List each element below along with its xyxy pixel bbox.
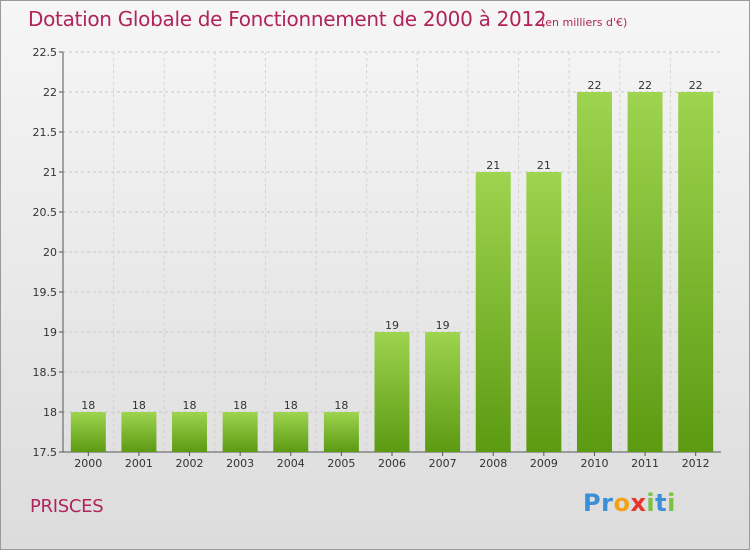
value-label: 19	[436, 319, 450, 332]
bar-2010	[576, 92, 612, 452]
bar-2002	[172, 412, 208, 452]
x-tick-label: 2002	[176, 457, 204, 470]
y-tick-label: 18.5	[33, 366, 58, 379]
x-tick-label: 2006	[378, 457, 406, 470]
value-label: 22	[587, 79, 601, 92]
y-tick-label: 21.5	[33, 126, 58, 139]
x-tick-label: 2011	[631, 457, 659, 470]
bar-2008	[475, 172, 511, 452]
logo-letter: i	[646, 489, 656, 517]
value-label: 22	[638, 79, 652, 92]
x-tick-label: 2007	[429, 457, 457, 470]
x-tick-label: 2012	[682, 457, 710, 470]
value-label: 22	[689, 79, 703, 92]
y-tick-label: 19	[43, 326, 57, 339]
bar-2012	[678, 92, 714, 452]
bar-2003	[222, 412, 258, 452]
chart-title: Dotation Globale de Fonctionnement de 20…	[28, 7, 547, 31]
chart-subtitle: (en milliers d'€)	[541, 16, 628, 29]
logo-letter: i	[667, 489, 676, 517]
y-tick-label: 22.5	[33, 46, 58, 59]
bars	[70, 92, 714, 452]
y-tick-label: 17.5	[33, 446, 58, 459]
value-label: 18	[284, 399, 298, 412]
y-tick-label: 22	[43, 86, 57, 99]
proxiti-logo[interactable]: Proxiti	[583, 489, 676, 517]
x-tick-label: 2008	[479, 457, 507, 470]
bar-2005	[323, 412, 359, 452]
logo-letter: x	[630, 489, 647, 517]
bar-2007	[425, 332, 461, 452]
y-tick-label: 20.5	[33, 206, 58, 219]
x-tick-label: 2000	[74, 457, 102, 470]
value-label: 18	[233, 399, 247, 412]
bar-2000	[70, 412, 106, 452]
bar-2006	[374, 332, 410, 452]
y-tick-label: 21	[43, 166, 57, 179]
value-label: 18	[132, 399, 146, 412]
bar-2011	[627, 92, 663, 452]
y-tick-label: 18	[43, 406, 57, 419]
logo-letter: P	[583, 489, 602, 517]
value-label: 18	[334, 399, 348, 412]
value-label: 21	[537, 159, 551, 172]
bar-2004	[273, 412, 309, 452]
labels: 17.5 18 18.5 19 19.5 20 20.5 21 21.5 22 22.5 18 2000…	[33, 46, 710, 470]
x-tick-label: 2003	[226, 457, 254, 470]
value-label: 18	[183, 399, 197, 412]
x-tick-label: 2004	[277, 457, 305, 470]
logo-letter: t	[655, 489, 668, 517]
x-tick-label: 2009	[530, 457, 558, 470]
bar-2009	[526, 172, 562, 452]
value-label: 18	[81, 399, 95, 412]
logo-letter: o	[613, 489, 631, 517]
logo-letter: r	[601, 489, 614, 517]
x-tick-label: 2005	[327, 457, 355, 470]
x-tick-label: 2010	[580, 457, 608, 470]
y-tick-label: 19.5	[33, 286, 58, 299]
bar-2001	[121, 412, 157, 452]
y-tick-label: 20	[43, 246, 57, 259]
value-label: 21	[486, 159, 500, 172]
x-tick-label: 2001	[125, 457, 153, 470]
value-label: 19	[385, 319, 399, 332]
commune-name: PRISCES	[30, 496, 104, 517]
